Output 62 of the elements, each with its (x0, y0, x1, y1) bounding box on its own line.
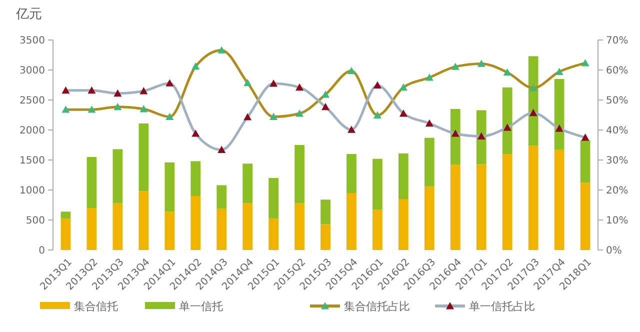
bar (450, 109, 460, 165)
bar (476, 164, 486, 250)
bar (112, 149, 123, 204)
bar (86, 208, 97, 250)
bar (86, 157, 97, 208)
y2-tick-label: 10% (606, 216, 628, 226)
bar (190, 196, 201, 250)
y2-tick-label: 70% (606, 36, 628, 46)
bar (216, 185, 227, 209)
bar (164, 212, 175, 250)
y2-tick-label: 0% (606, 246, 622, 256)
bar (60, 218, 71, 250)
y-tick-label: 3000 (20, 66, 45, 76)
y2-tick-label: 40% (606, 126, 628, 136)
bar (528, 146, 538, 250)
y-tick-label: 0 (38, 246, 45, 256)
bar (424, 186, 434, 250)
bar (268, 178, 278, 219)
bar (502, 154, 512, 250)
bar (320, 200, 330, 224)
y2-tick-label: 30% (606, 156, 628, 166)
y2-tick-label: 20% (606, 186, 628, 196)
bar (398, 153, 408, 199)
y2-tick-label: 60% (606, 66, 628, 76)
y2-tick-label: 50% (606, 96, 628, 106)
bar (242, 164, 253, 204)
legend-label: 集合信托 (74, 300, 118, 313)
bar (554, 150, 564, 250)
bar (372, 158, 382, 210)
bar (372, 210, 382, 250)
y-tick-label: 2500 (20, 96, 45, 106)
bar (346, 193, 356, 250)
bar (294, 203, 304, 250)
bar (450, 164, 460, 250)
y-tick-label: 500 (26, 216, 45, 226)
bar (346, 154, 356, 193)
bar (554, 79, 564, 150)
bar (242, 203, 253, 250)
legend-label: 集合信托占比 (344, 300, 410, 313)
y-tick-label: 3500 (20, 36, 45, 46)
bar (580, 182, 590, 250)
bar (216, 208, 227, 250)
y-tick-label: 2000 (20, 126, 45, 136)
bar (476, 110, 486, 164)
legend-label: 单一信托 (179, 300, 223, 313)
y-tick-label: 1000 (20, 186, 45, 196)
bar (580, 140, 590, 183)
bar (190, 161, 201, 196)
bar (138, 191, 149, 250)
bar (398, 199, 408, 250)
bar (294, 145, 304, 204)
bar (60, 212, 71, 219)
legend-label: 单一信托占比 (469, 300, 535, 313)
bar (424, 138, 434, 186)
bar (164, 162, 175, 212)
bar (320, 224, 330, 250)
bar (138, 123, 149, 192)
y-tick-label: 1500 (20, 156, 45, 166)
bar (268, 218, 278, 250)
bar (502, 87, 512, 154)
bar (112, 203, 123, 250)
y-axis-title: 亿元 (15, 7, 42, 22)
